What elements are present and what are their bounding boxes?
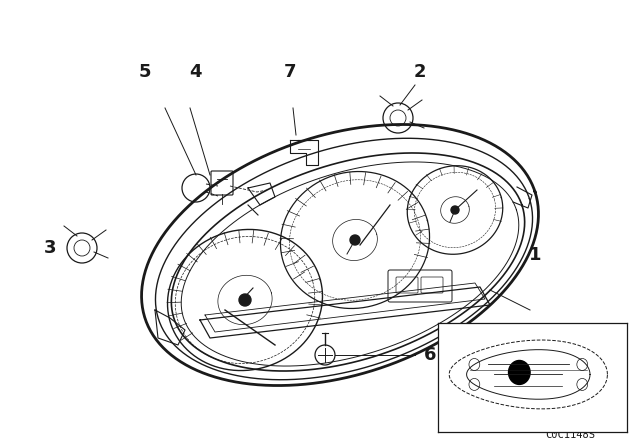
Text: 2: 2 bbox=[413, 63, 426, 81]
Text: C0C1148S: C0C1148S bbox=[545, 430, 595, 440]
Text: 4: 4 bbox=[189, 63, 201, 81]
Text: 6: 6 bbox=[424, 346, 436, 364]
Circle shape bbox=[239, 294, 251, 306]
Circle shape bbox=[509, 361, 530, 384]
Circle shape bbox=[451, 206, 459, 214]
Text: 5: 5 bbox=[139, 63, 151, 81]
Text: 7: 7 bbox=[284, 63, 296, 81]
Text: 1: 1 bbox=[529, 246, 541, 264]
Circle shape bbox=[350, 235, 360, 245]
Text: 3: 3 bbox=[44, 239, 56, 257]
